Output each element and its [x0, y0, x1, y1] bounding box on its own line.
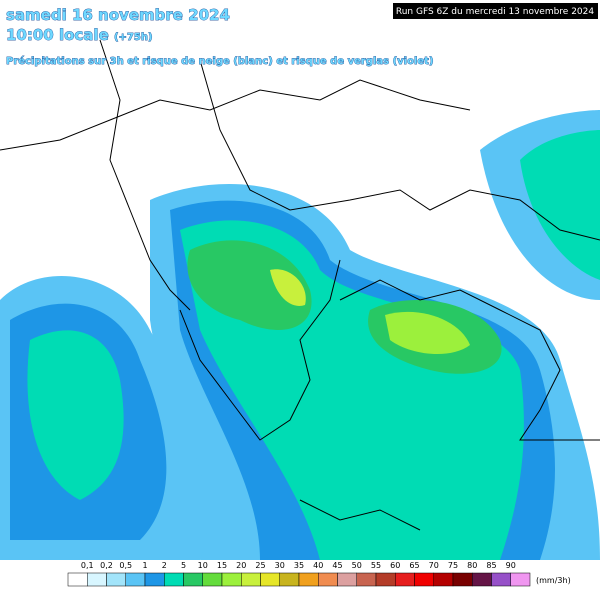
legend-swatch — [337, 572, 357, 587]
legend-label: 0,1 — [81, 561, 94, 570]
legend-swatch — [144, 572, 165, 587]
legend-label: 5 — [181, 561, 186, 570]
precip-zone — [270, 269, 306, 306]
legend-swatch — [260, 572, 280, 587]
legend-swatch — [414, 572, 434, 587]
legend-swatch — [433, 572, 454, 587]
legend-label: 60 — [390, 561, 400, 570]
legend-swatch — [221, 572, 242, 587]
border-line — [199, 59, 600, 241]
legend-label: 80 — [467, 561, 477, 570]
legend-label: 65 — [409, 561, 419, 570]
legend-label: 85 — [486, 561, 496, 570]
legend-swatch — [298, 572, 319, 587]
legend-swatch — [106, 572, 126, 587]
legend-label: 75 — [448, 561, 458, 570]
legend-label: 25 — [255, 561, 265, 570]
run-box — [393, 3, 598, 19]
legend-swatch — [183, 572, 203, 587]
legend-label: 20 — [236, 561, 246, 570]
legend-label: 30 — [275, 561, 285, 570]
legend-swatch — [375, 572, 396, 587]
legend-label: 15 — [217, 561, 227, 570]
borders — [0, 39, 600, 531]
legend-swatch — [452, 572, 473, 587]
legend-swatch — [510, 572, 531, 587]
precip-zone — [385, 311, 470, 355]
legend-label: 40 — [313, 561, 323, 570]
legend-label: 2 — [162, 561, 167, 570]
precip-zone — [27, 330, 124, 500]
legend-swatch — [67, 572, 88, 587]
legend-swatch — [202, 572, 223, 587]
run-info: Run GFS 6Z du mercredi 13 novembre 2024 — [396, 7, 595, 17]
legend-swatch — [491, 572, 511, 587]
precipitation-field — [0, 110, 600, 561]
legend-swatch — [318, 572, 338, 587]
border-line — [0, 79, 471, 151]
legend-label: 1 — [142, 561, 147, 570]
legend-label: 10 — [198, 561, 208, 570]
legend-swatch — [472, 572, 492, 587]
legend-swatch — [164, 572, 184, 587]
coastline — [339, 279, 600, 441]
border-line — [99, 39, 191, 311]
legend-swatch — [241, 572, 261, 587]
legend: 0,1 0,2 0,5 1 2 5 10 15 20 25 30 35 40 45 50 55 60 65 70 75… — [67, 561, 571, 587]
legend-label: 45 — [332, 561, 342, 570]
legend-swatch — [87, 572, 107, 587]
legend-swatch — [395, 572, 415, 587]
legend-label: 50 — [352, 561, 362, 570]
time: 10:00 locale (+75h) — [6, 26, 153, 44]
offset: (+75h) — [114, 32, 153, 43]
legend-label: 55 — [371, 561, 381, 570]
crete — [299, 499, 421, 531]
legend-label: 70 — [429, 561, 439, 570]
legend-swatch — [279, 572, 300, 587]
date: samedi 16 novembre 2024 — [6, 6, 230, 24]
time-text: 10:00 locale — [6, 26, 109, 44]
precip-zone — [520, 130, 600, 280]
subtitle: Précipitations sur 3h et risque de neige… — [6, 55, 434, 67]
legend-unit: (mm/3h) — [536, 576, 571, 585]
legend-label: 0,2 — [100, 561, 113, 570]
legend-swatch — [356, 572, 377, 587]
coastline — [179, 259, 341, 441]
legend-label: 35 — [294, 561, 304, 570]
legend-swatch — [125, 572, 146, 587]
precip-zone — [187, 240, 312, 330]
legend-label: 0,5 — [119, 561, 132, 570]
legend-label: 90 — [506, 561, 516, 570]
